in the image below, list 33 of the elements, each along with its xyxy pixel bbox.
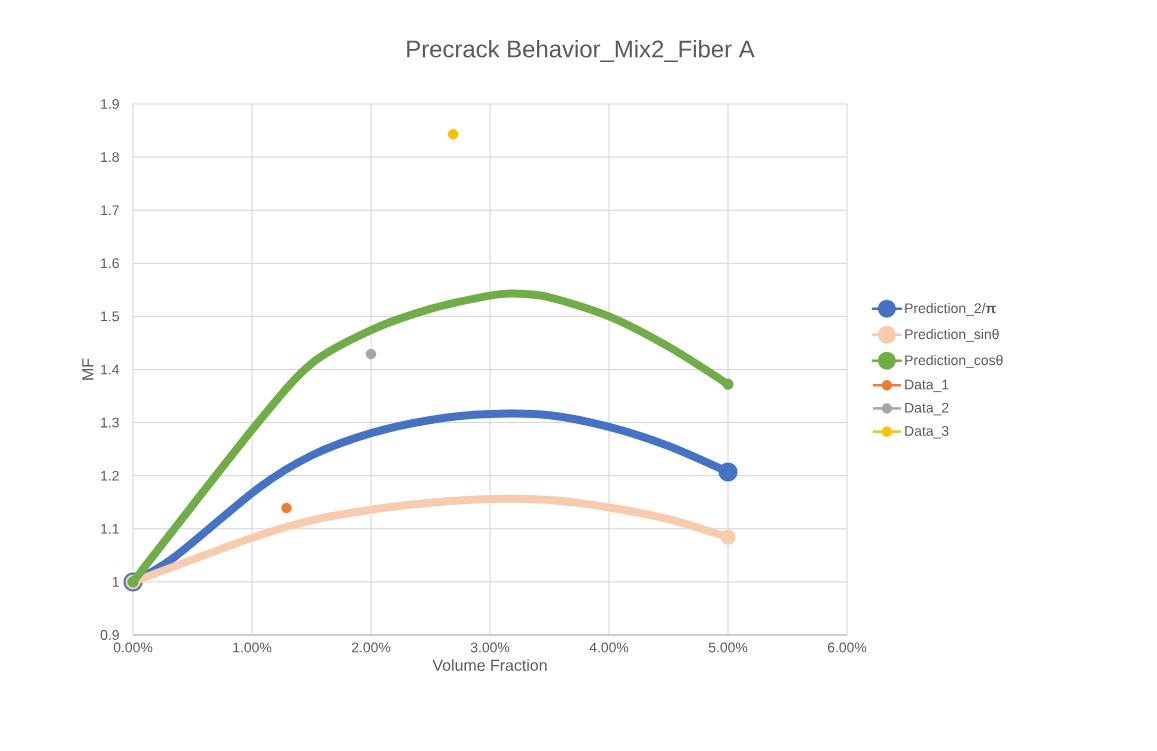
y-axis-title: MF <box>82 358 94 380</box>
point <box>718 462 738 482</box>
point <box>281 502 292 514</box>
x-tick-label: 3.00% <box>470 642 510 653</box>
x-tick-label: 4.00% <box>589 642 629 653</box>
x-tick-label: 1.00% <box>233 642 272 653</box>
y-tick-label: 1.1 <box>101 523 119 534</box>
y-tick-label: 1.6 <box>101 258 119 269</box>
legend-label: Data_1 <box>905 379 949 393</box>
x-tick-label: 0.00% <box>113 642 153 653</box>
y-tick-label: 1.4 <box>101 364 120 375</box>
y-tick-label: 1.3 <box>101 417 119 428</box>
y-tick-label: 1.2 <box>101 470 119 481</box>
chart-title: Precrack Behavior_Mix2_Fiber A <box>407 39 755 63</box>
x-tick-label: 5.00% <box>708 642 748 653</box>
point <box>365 348 377 360</box>
y-tick-label: 1.9 <box>101 99 119 109</box>
y-tick-label: 1.8 <box>101 152 119 163</box>
point <box>722 378 734 390</box>
legend-label: Prediction_2/π <box>905 302 996 316</box>
point <box>447 129 459 140</box>
point <box>720 529 736 545</box>
x-tick-label: 6.00% <box>827 642 867 653</box>
y-tick-label: 1.5 <box>101 311 119 322</box>
y-tick-label: 0.9 <box>100 630 119 640</box>
x-tick-label: 2.00% <box>351 642 391 653</box>
y-tick-label: 1 <box>112 577 119 587</box>
legend-label: Prediction_cosθ <box>905 354 1003 368</box>
legend-label: Data_2 <box>905 402 949 416</box>
legend-label: Data_3 <box>905 426 949 439</box>
y-tick-label: 1.7 <box>101 205 119 215</box>
x-axis-title: Volume Fraction <box>432 659 547 671</box>
legend-label: Prediction_sinθ <box>905 328 999 342</box>
